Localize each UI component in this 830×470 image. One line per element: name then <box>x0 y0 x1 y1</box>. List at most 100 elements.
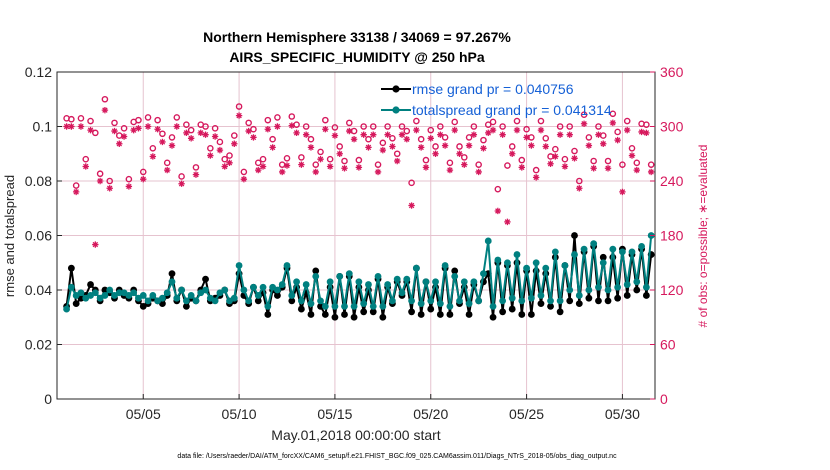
spread-point <box>221 286 229 294</box>
rmse-point <box>254 297 262 305</box>
spread-point <box>211 297 219 305</box>
evaluated-obs-point <box>346 127 353 135</box>
possible-obs-point <box>235 103 243 110</box>
evaluated-obs-point <box>116 140 123 147</box>
evaluated-obs-point <box>614 136 621 144</box>
possible-obs-point <box>68 115 75 123</box>
possible-obs-point <box>595 123 602 130</box>
evaluated-obs-point <box>394 157 401 165</box>
possible-obs-point <box>460 154 468 161</box>
rmse-point <box>168 270 176 278</box>
legend-marker-spread <box>392 106 400 114</box>
possible-obs-point <box>393 150 401 158</box>
rmse-point <box>67 264 75 272</box>
possible-obs-point <box>341 157 348 165</box>
possible-obs-point <box>322 116 329 124</box>
rmse-point <box>288 297 296 305</box>
evaluated-obs-point <box>624 126 631 134</box>
evaluated-obs-point <box>226 159 233 167</box>
spread-point <box>504 259 511 267</box>
evaluated-obs-point <box>350 136 358 143</box>
evaluated-obs-point <box>556 131 564 138</box>
evaluated-obs-point <box>600 140 607 147</box>
spread-point <box>619 248 626 256</box>
rmse-point <box>642 292 650 299</box>
evaluated-obs-point <box>523 134 530 141</box>
possible-obs-point <box>643 121 650 128</box>
spread-point <box>374 272 382 280</box>
spread-point <box>422 278 430 286</box>
evaluated-obs-point <box>504 218 511 226</box>
evaluated-obs-point <box>360 131 367 138</box>
evaluated-obs-point <box>370 131 377 138</box>
evaluated-obs-point <box>585 142 593 149</box>
spread-point <box>518 297 526 305</box>
evaluated-obs-point <box>302 131 310 138</box>
possible-obs-point <box>139 168 147 176</box>
possible-obs-point <box>77 115 85 122</box>
rmse-point <box>182 302 190 310</box>
possible-obs-point <box>125 175 133 183</box>
spread-point <box>556 297 564 305</box>
spread-point <box>417 300 425 308</box>
spread-point <box>547 297 554 305</box>
spread-point <box>63 305 70 313</box>
spread-point <box>106 286 114 294</box>
x-tick-label: 05/20 <box>413 406 448 422</box>
possible-obs-point <box>585 134 593 141</box>
rmse-point <box>499 308 507 316</box>
possible-obs-point <box>163 159 171 167</box>
spread-point <box>609 245 617 253</box>
possible-obs-point <box>183 121 190 128</box>
possible-obs-point <box>489 118 497 126</box>
evaluated-obs-point <box>274 123 281 130</box>
spread-point <box>551 248 559 256</box>
spread-point <box>446 302 454 310</box>
spread-point <box>297 297 305 305</box>
x-axis-label: May.01,2018 00:00:00 start <box>271 427 441 443</box>
spread-point <box>575 292 583 299</box>
evaluated-obs-point <box>432 150 439 157</box>
evaluated-obs-point <box>499 131 506 138</box>
spread-point <box>427 297 435 305</box>
y-right-tick-label: 240 <box>660 173 684 189</box>
evaluated-obs-point <box>326 163 334 170</box>
possible-obs-point <box>384 123 391 130</box>
spread-point <box>379 302 387 310</box>
spread-point <box>192 297 200 305</box>
spread-point <box>523 264 530 272</box>
evaluated-obs-point <box>552 153 559 160</box>
evaluated-obs-point <box>475 168 482 176</box>
evaluated-obs-point <box>389 143 396 150</box>
spread-point <box>470 278 478 286</box>
spread-point <box>331 302 339 310</box>
spread-point <box>259 283 267 291</box>
evaluated-obs-point <box>168 142 176 149</box>
evaluated-obs-point <box>609 119 617 127</box>
spread-point <box>187 292 195 299</box>
evaluated-obs-point <box>513 126 521 134</box>
rmse-point <box>264 311 272 318</box>
legend-label-spread: totalspread grand pr = 0.041314 <box>412 102 612 118</box>
spread-point <box>489 302 497 310</box>
evaluated-obs-point <box>178 180 185 187</box>
evaluated-obs-point <box>135 125 142 132</box>
spread-point <box>230 294 238 302</box>
possible-obs-point <box>403 127 411 135</box>
possible-obs-point <box>187 126 195 134</box>
evaluated-obs-point <box>566 131 573 138</box>
rmse-point <box>369 308 377 316</box>
evaluated-obs-point <box>317 156 324 163</box>
spread-point <box>67 283 75 291</box>
possible-obs-point <box>278 161 286 168</box>
evaluated-obs-point <box>77 123 85 130</box>
rmse-point <box>427 305 435 313</box>
possible-obs-point <box>264 116 272 124</box>
evaluated-obs-point <box>413 126 420 134</box>
evaluated-obs-point <box>293 129 300 137</box>
spread-point <box>254 292 262 299</box>
possible-obs-point <box>556 123 564 130</box>
spread-point <box>614 283 622 291</box>
evaluated-obs-point <box>216 146 224 154</box>
spread-point <box>475 297 483 305</box>
